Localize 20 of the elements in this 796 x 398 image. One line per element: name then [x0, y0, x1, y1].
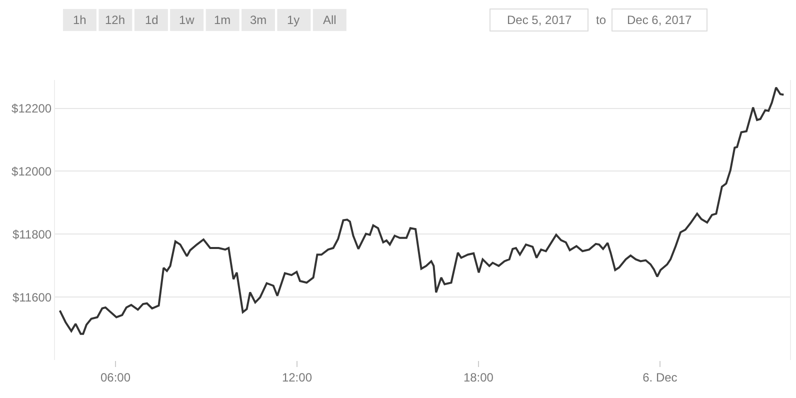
x-tick-label: 12:00 — [282, 370, 312, 384]
y-tick-label: $12200 — [12, 102, 52, 116]
text: 12h — [105, 13, 126, 27]
line-series — [58, 86, 785, 335]
text: All — [323, 13, 336, 27]
text: 1h — [73, 13, 86, 27]
text: Dec 5, 2017 — [507, 13, 572, 27]
y-tick-label: $11600 — [12, 290, 52, 304]
text: 1m — [214, 13, 231, 27]
text: Dec 6, 2017 — [627, 13, 692, 27]
y-tick-label: $12000 — [12, 164, 52, 178]
x-tick-label: 18:00 — [463, 370, 494, 384]
text: 1w — [179, 13, 195, 27]
y-tick-label: $11800 — [12, 227, 52, 242]
x-tick-label: 06:00 — [100, 370, 131, 384]
text: 3m — [250, 13, 267, 27]
x-tick-label: 6. Dec — [642, 370, 678, 384]
text: to — [596, 13, 606, 27]
text: 1d — [145, 13, 158, 27]
text: 1y — [287, 13, 300, 27]
